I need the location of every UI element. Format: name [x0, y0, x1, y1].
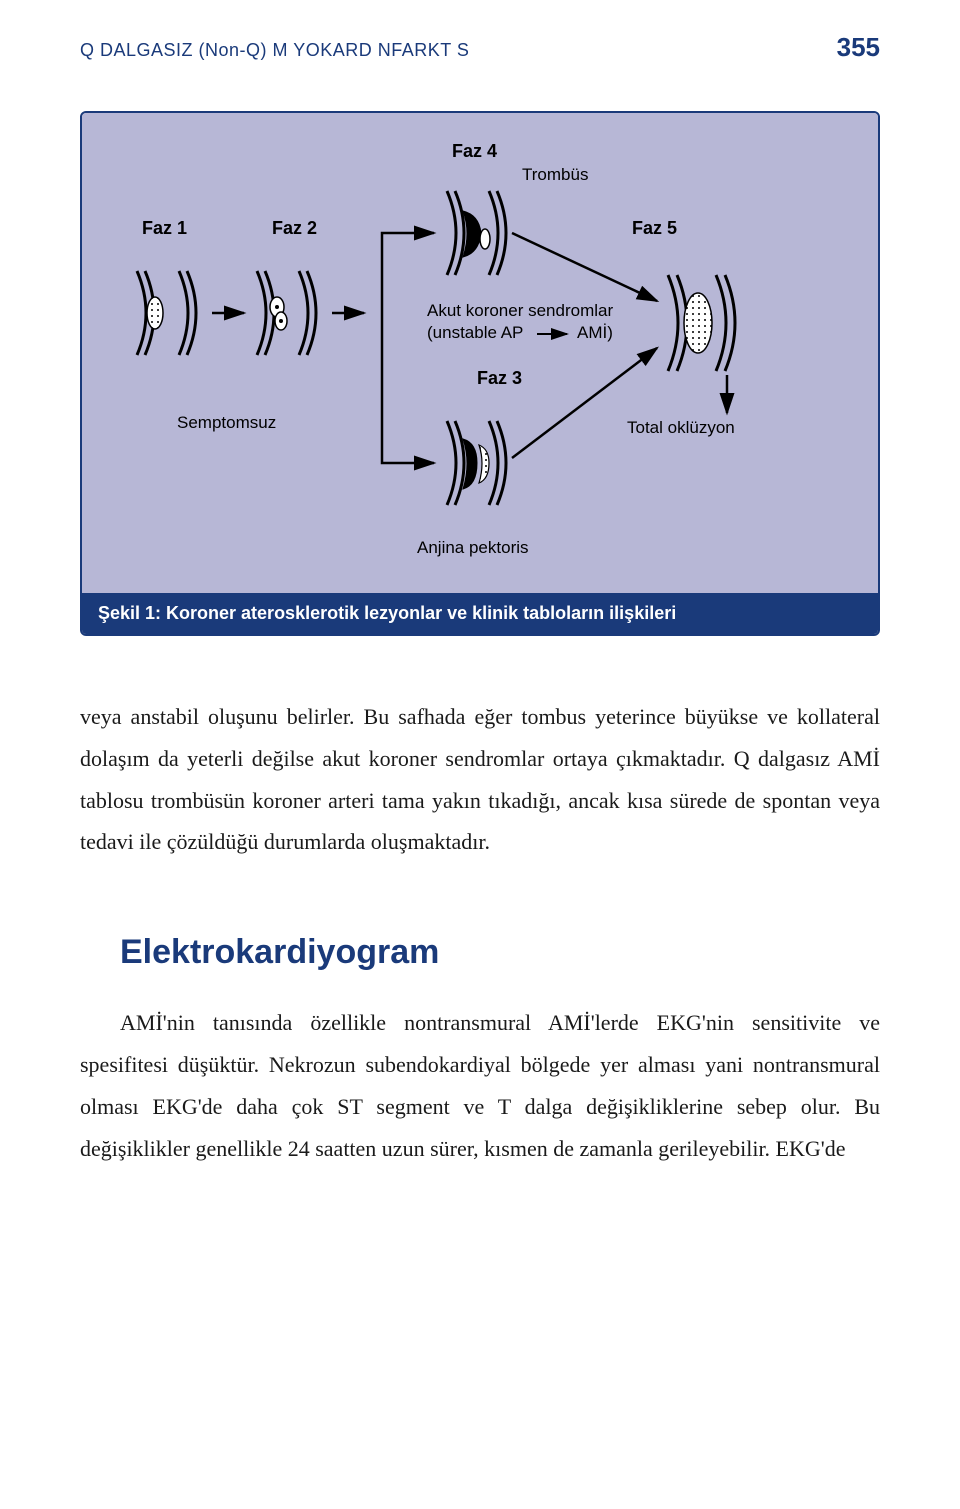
label-akut2b: AMİ) — [577, 323, 613, 343]
label-faz4: Faz 4 — [452, 141, 497, 162]
label-akut2a: (unstable AP — [427, 323, 523, 343]
figure-1: Faz 1 Faz 2 Faz 4 Trombüs Faz 5 Akut kor… — [80, 111, 880, 636]
label-total-okluzyon: Total oklüzyon — [627, 418, 735, 438]
label-anjina: Anjina pektoris — [417, 538, 529, 558]
body-text-2: AMİ'nin tanısında özellikle nontransmura… — [80, 1002, 880, 1169]
page-number: 355 — [837, 32, 880, 63]
label-faz5: Faz 5 — [632, 218, 677, 239]
running-head: Q DALGASIZ (Non-Q) M YOKARD NFARKT S 355 — [80, 32, 880, 63]
paragraph-1: veya anstabil oluşunu belirler. Bu safha… — [80, 696, 880, 863]
label-faz3: Faz 3 — [477, 368, 522, 389]
figure-svg — [82, 113, 878, 593]
label-faz2: Faz 2 — [272, 218, 317, 239]
figure-canvas: Faz 1 Faz 2 Faz 4 Trombüs Faz 5 Akut kor… — [82, 113, 878, 593]
running-title: Q DALGASIZ (Non-Q) M YOKARD NFARKT S — [80, 40, 469, 61]
label-akut1: Akut koroner sendromlar — [427, 301, 613, 321]
paragraph-2: AMİ'nin tanısında özellikle nontransmura… — [80, 1002, 880, 1169]
figure-caption: Şekil 1: Koroner aterosklerotik lezyonla… — [82, 593, 878, 634]
section-heading-elektrokardiyogram: Elektrokardiyogram — [120, 933, 880, 972]
label-faz1: Faz 1 — [142, 218, 187, 239]
label-trombus: Trombüs — [522, 165, 588, 185]
body-text: veya anstabil oluşunu belirler. Bu safha… — [80, 696, 880, 863]
label-semptomsuz: Semptomsuz — [177, 413, 276, 433]
page: Q DALGASIZ (Non-Q) M YOKARD NFARKT S 355 — [0, 0, 960, 1209]
